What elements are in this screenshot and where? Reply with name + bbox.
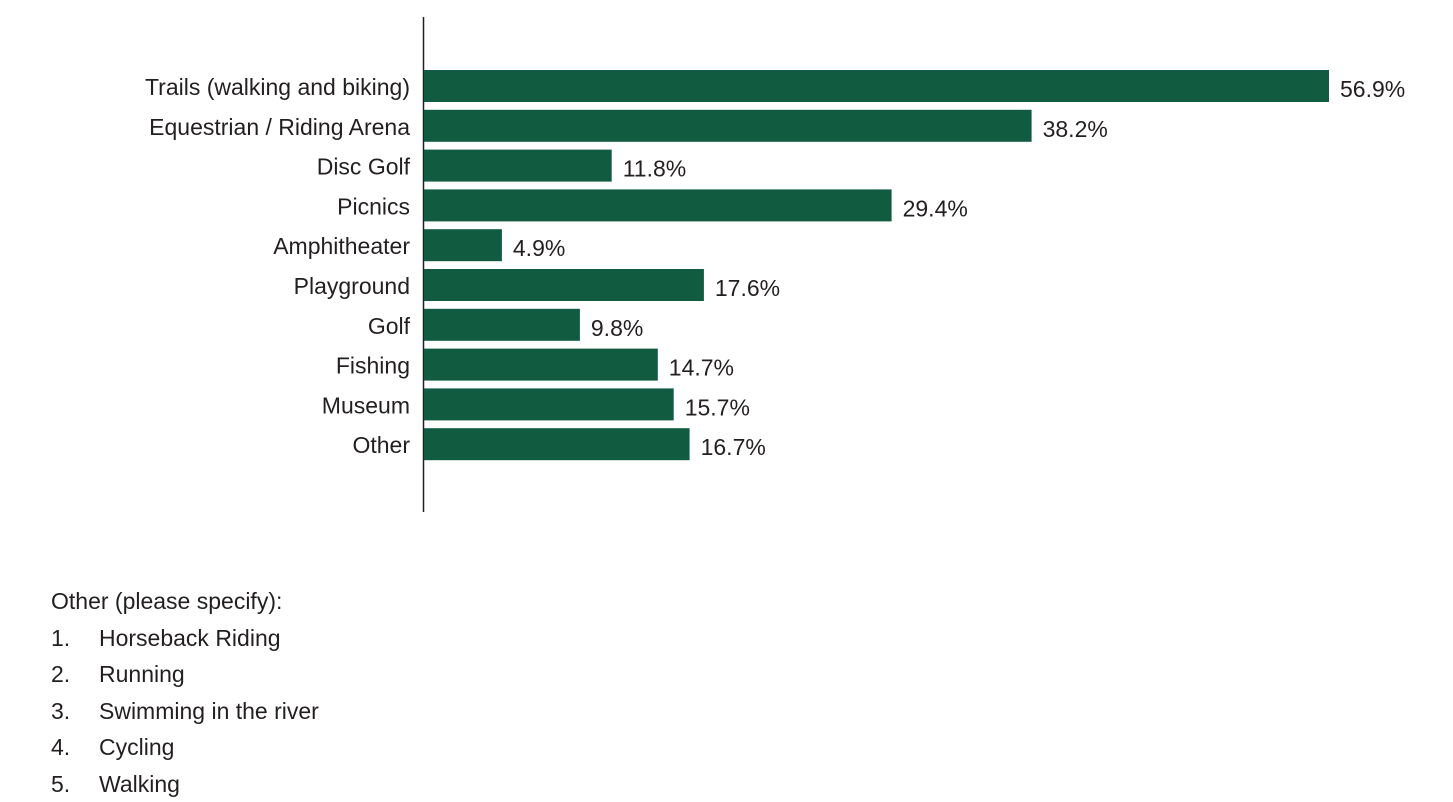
list-item: 1.Horseback Riding [51, 620, 319, 657]
bar [424, 269, 704, 301]
bar [424, 229, 502, 261]
bar-chart: Trails (walking and biking) 56.9% Equestri… [0, 0, 1453, 540]
value-label: 38.2% [1043, 116, 1108, 142]
list-item: 3.Swimming in the river [51, 693, 319, 730]
other-responses-heading: Other (please specify): [51, 583, 319, 620]
value-label: 16.7% [701, 434, 766, 460]
list-item-number: 4. [51, 729, 99, 766]
list-item-number: 5. [51, 766, 99, 802]
category-label: Playground [294, 273, 410, 299]
bar [424, 428, 690, 460]
value-label: 17.6% [715, 275, 780, 301]
list-item: 2.Running [51, 656, 319, 693]
other-responses-list: 1.Horseback Riding 2.Running 3.Swimming … [51, 620, 319, 802]
category-label: Museum [322, 392, 410, 418]
bar [424, 388, 674, 420]
value-label: 11.8% [623, 156, 687, 182]
bar [424, 189, 892, 221]
category-label: Trails (walking and biking) [145, 74, 410, 100]
list-item: 4.Cycling [51, 729, 319, 766]
list-item-text: Walking [99, 766, 180, 802]
list-item-text: Horseback Riding [99, 620, 281, 657]
value-label: 9.8% [591, 315, 643, 341]
bar [424, 150, 612, 182]
value-label: 14.7% [669, 355, 734, 381]
bar [424, 309, 580, 341]
category-label: Golf [368, 313, 411, 339]
category-label: Picnics [337, 193, 410, 219]
list-item-number: 1. [51, 620, 99, 657]
other-responses-section: Other (please specify): 1.Horseback Ridi… [51, 583, 319, 802]
value-label: 56.9% [1340, 76, 1405, 102]
list-item-text: Swimming in the river [99, 693, 319, 730]
list-item-number: 2. [51, 656, 99, 693]
bar [424, 349, 658, 381]
category-label: Amphitheater [273, 233, 410, 259]
value-label: 4.9% [513, 235, 565, 261]
category-label: Equestrian / Riding Arena [149, 114, 410, 140]
category-label: Fishing [336, 353, 410, 379]
category-label: Other [352, 432, 410, 458]
bar [424, 110, 1032, 142]
list-item-text: Running [99, 656, 185, 693]
list-item-text: Cycling [99, 729, 174, 766]
list-item-number: 3. [51, 693, 99, 730]
value-label: 15.7% [685, 394, 750, 420]
list-item: 5.Walking [51, 766, 319, 802]
category-label: Disc Golf [317, 154, 411, 180]
value-label: 29.4% [903, 195, 968, 221]
bar [424, 70, 1329, 102]
